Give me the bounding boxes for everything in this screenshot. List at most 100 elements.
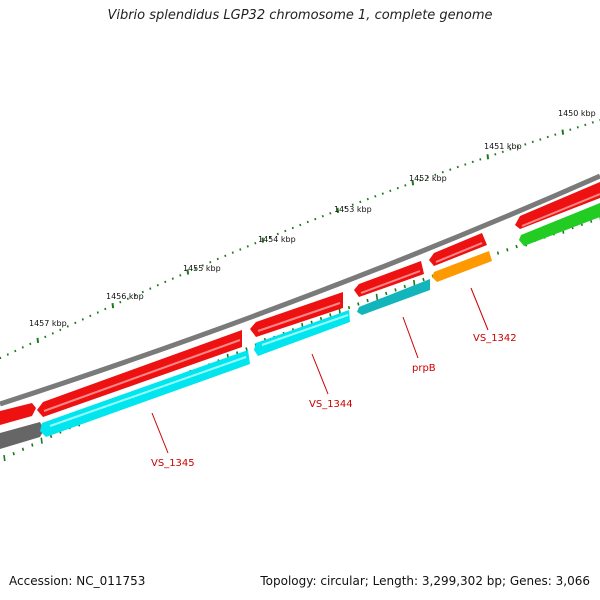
gene-block-forward (429, 233, 487, 266)
gene-block-gray (0, 422, 44, 449)
kbp-label-1451: 1451 kbp (484, 142, 522, 151)
gene-label-vs1345: VS_1345 (151, 458, 195, 469)
tick-mark (224, 254, 227, 258)
tick-mark (149, 287, 152, 290)
tick-mark (336, 207, 340, 214)
tick-mark (404, 184, 407, 187)
tick-mark (394, 288, 397, 292)
tick-mark (591, 121, 594, 124)
tick-mark (576, 126, 579, 129)
tick-mark (413, 279, 416, 287)
tick-mark (584, 123, 587, 127)
tick-mark (426, 176, 429, 179)
tick-mark (375, 293, 379, 301)
tick-mark (329, 212, 332, 215)
gene-block-forward (515, 182, 600, 229)
kbp-label-1453: 1453 kbp (334, 205, 372, 214)
tick-mark (96, 311, 99, 314)
tick-mark (141, 290, 144, 294)
tick-mark (245, 347, 248, 351)
tick-mark (0, 356, 2, 360)
tick-mark (134, 294, 137, 297)
leader-line-vs1342 (470, 287, 489, 331)
tick-mark (186, 269, 190, 275)
tick-mark (366, 197, 369, 201)
tick-mark (89, 314, 92, 318)
gene-highlight (257, 302, 341, 332)
tick-mark (561, 129, 565, 135)
tick-mark (179, 274, 182, 277)
tick-mark (21, 447, 25, 452)
tick-mark (21, 346, 24, 349)
tick-mark (44, 335, 47, 339)
tick-mark (111, 302, 115, 309)
tick-mark (546, 135, 549, 139)
tick-mark (269, 235, 272, 239)
tick-mark (479, 158, 482, 161)
tick-mark (329, 313, 332, 317)
leader-line-prpb (402, 316, 419, 359)
tick-mark (366, 298, 369, 303)
gene-highlight (435, 242, 483, 263)
tick-mark (347, 305, 351, 310)
gene-block-cyan (254, 310, 350, 356)
gene-highlight (261, 314, 349, 346)
tick-mark (389, 189, 392, 193)
tick-mark (449, 168, 452, 171)
tick-mark (156, 283, 159, 287)
tick-mark (539, 138, 542, 141)
tick-mark (381, 192, 384, 195)
gene-highlight (43, 339, 241, 412)
tick-mark (385, 291, 388, 296)
gene-block-forward (354, 261, 424, 297)
tick-mark (276, 232, 279, 236)
gene-block-forward (0, 403, 36, 425)
tick-mark (344, 206, 347, 209)
tick-mark (506, 248, 509, 252)
topology-text: Topology: circular; Length: 3,299,302 bp… (260, 574, 590, 588)
tick-mark (516, 145, 519, 149)
gene-label-vs1342: VS_1342 (473, 333, 517, 344)
tick-mark (284, 229, 287, 233)
kbp-label-1457: 1457 kbp (29, 319, 67, 328)
tick-mark (201, 264, 204, 267)
tick-mark (396, 186, 399, 190)
map-title: Vibrio splendidus LGP32 chromosome 1, co… (107, 8, 493, 23)
leader-line-vs1344 (311, 353, 329, 395)
tick-mark (494, 153, 497, 156)
gene-highlight (521, 193, 600, 227)
tick-mark (456, 165, 459, 169)
tick-mark (496, 251, 500, 255)
tick-mark (6, 353, 9, 356)
tick-mark (486, 154, 490, 160)
tick-mark (515, 244, 518, 249)
tick-mark (104, 307, 107, 311)
tick-mark (319, 316, 323, 321)
tick-mark (261, 237, 265, 243)
tick-mark (194, 267, 197, 270)
tick-mark (419, 178, 422, 182)
kbp-label-1455: 1455 kbp (183, 264, 221, 273)
genome-backbone (0, 173, 600, 407)
tick-mark (164, 280, 167, 284)
gene-block-green (519, 203, 600, 246)
tick-mark (31, 443, 34, 447)
tick-mark (126, 297, 129, 301)
gene-label-prpb: prpB (412, 363, 436, 374)
tick-mark (239, 248, 242, 251)
tick-mark (374, 195, 377, 198)
tick-mark (51, 332, 54, 335)
leader-line-vs1345 (151, 412, 169, 454)
tick-mark (569, 128, 572, 131)
gene-highlight (360, 270, 421, 294)
tick-mark (209, 260, 212, 264)
tick-mark (434, 173, 437, 177)
tick-mark (509, 148, 512, 151)
tick-mark (216, 257, 219, 261)
tick-mark (246, 245, 249, 248)
tick-mark (40, 437, 43, 444)
tick-mark (171, 277, 174, 280)
tick-mark (3, 454, 6, 462)
tick-mark (81, 318, 84, 321)
